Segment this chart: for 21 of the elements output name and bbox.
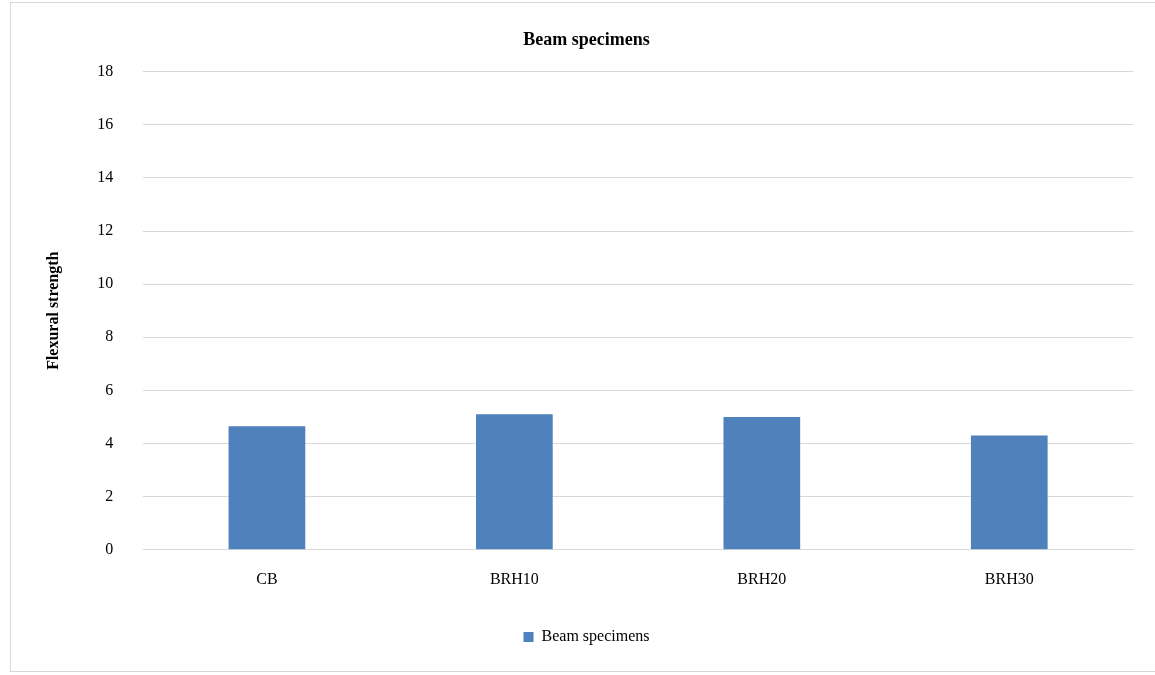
- y-tick-label: 10: [97, 274, 114, 292]
- y-tick-label: 4: [105, 433, 114, 451]
- legend-label: Beam specimens: [541, 627, 650, 646]
- x-tick-label: CB: [256, 569, 278, 587]
- y-tick-label: 14: [97, 168, 114, 186]
- y-tick-label: 12: [97, 221, 114, 239]
- y-tick-label: 6: [105, 380, 114, 398]
- bar: [228, 426, 306, 550]
- y-tick-label: 18: [97, 61, 114, 79]
- bar: [723, 416, 801, 550]
- y-tick-label: 2: [105, 486, 114, 504]
- bar: [970, 435, 1048, 550]
- y-tick-label: 16: [97, 114, 114, 132]
- x-tick-label: BRH20: [737, 569, 787, 587]
- y-tick-label: 8: [105, 327, 114, 345]
- y-axis-title: Flexural strength: [43, 251, 62, 370]
- y-tick-label: 0: [105, 540, 114, 557]
- x-tick-label: BRH30: [984, 569, 1034, 587]
- bar: [476, 414, 553, 550]
- chart-title: Beam specimens: [523, 29, 650, 50]
- x-tick-label: BRH10: [489, 569, 539, 587]
